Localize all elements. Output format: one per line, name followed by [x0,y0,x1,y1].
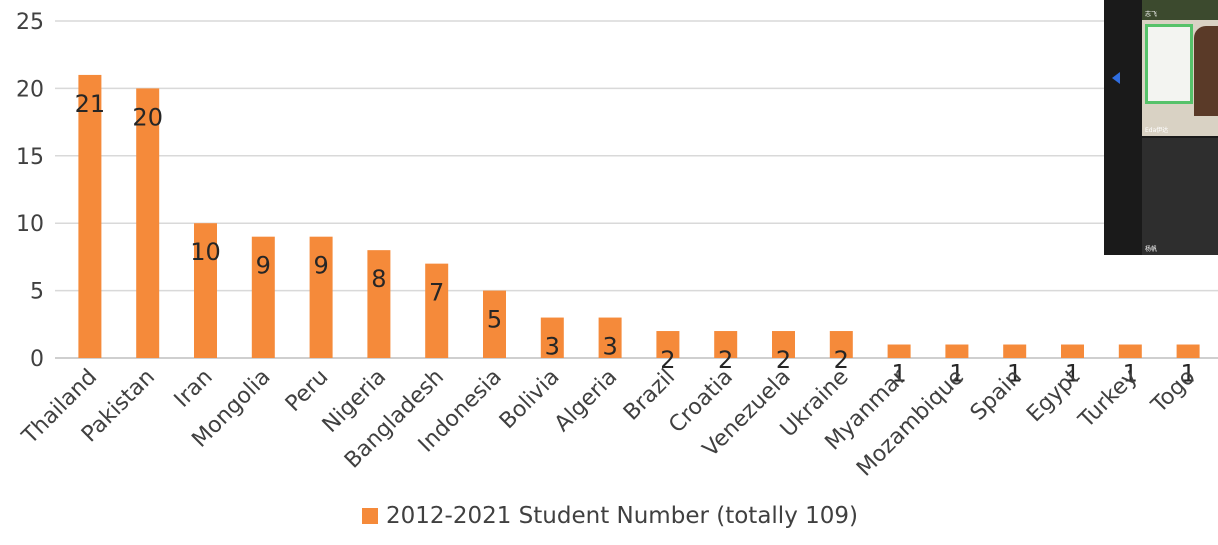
bar-nigeria [367,250,391,358]
data-label: 1 [1007,360,1022,388]
bar-venezuela [772,331,795,358]
data-label: 3 [602,333,617,361]
data-label: 1 [949,360,964,388]
video-call-panel: 志飞 Eda伊达 杨帆 [1104,0,1218,255]
data-label: 3 [545,333,560,361]
bar-bangladesh [425,263,449,358]
y-tick-label: 25 [16,10,44,35]
bar-togo [1176,344,1200,358]
data-label: 1 [1065,360,1080,388]
y-tick-label: 10 [16,212,44,237]
whiteboard-image [1145,24,1193,104]
data-label: 20 [132,103,163,131]
x-category-label: Iran [170,365,218,413]
bar-pakistan [136,88,160,359]
data-label: 10 [190,238,221,266]
x-category-label: Turkey [1074,365,1143,434]
data-label: 21 [75,90,106,118]
participant-name: 志飞 [1145,11,1158,18]
participant-video [1194,26,1218,116]
y-tick-label: 5 [30,280,44,305]
bar-indonesia [483,290,506,358]
bar-ukraine [829,331,853,358]
y-tick-label: 0 [30,347,44,372]
legend: 2012-2021 Student Number (totally 109) [362,503,858,529]
bars [78,74,1200,359]
video-tile[interactable]: 杨帆 [1142,138,1218,255]
data-label: 9 [256,252,271,280]
bar-spain [1003,344,1027,358]
data-label: 1 [891,360,906,388]
bar-mozambique [945,344,969,358]
bar-myanmar [887,344,911,358]
bar-peru [309,236,333,358]
bar-brazil [656,331,680,358]
collapse-arrow-icon[interactable] [1112,72,1120,84]
bar-mongolia [251,236,275,358]
bar-croatia [714,331,738,358]
x-category-label: Algeria [550,365,622,437]
data-label: 1 [1123,360,1138,388]
gridlines [55,20,1218,359]
data-label: 2 [660,346,675,374]
y-axis-ticks: 0 5 10 15 20 25 [16,10,44,372]
legend-label: 2012-2021 Student Number (totally 109) [386,503,858,529]
data-label: 2 [776,346,791,374]
data-label: 2 [718,346,733,374]
bar-egypt [1061,344,1084,358]
bar-bolivia [540,317,564,358]
x-category-label: Peru [281,365,333,417]
data-label: 7 [429,279,444,307]
bar-algeria [598,317,622,358]
bar-iran [194,223,217,358]
video-tile[interactable]: 志飞 [1142,0,1218,20]
data-label: 2 [834,346,849,374]
data-label: 1 [1180,360,1195,388]
data-label: 9 [313,252,328,280]
bar-turkey [1118,344,1142,358]
y-tick-label: 15 [16,145,44,170]
bar-thailand [78,74,102,359]
video-tile[interactable]: Eda伊达 [1142,20,1218,136]
y-tick-label: 20 [16,77,44,102]
data-label: 5 [487,306,502,334]
participant-name: Eda伊达 [1145,127,1169,134]
data-label: 8 [371,265,386,293]
legend-swatch [362,508,378,524]
participant-name: 杨帆 [1145,246,1158,253]
x-category-label: Spain [966,365,1027,426]
